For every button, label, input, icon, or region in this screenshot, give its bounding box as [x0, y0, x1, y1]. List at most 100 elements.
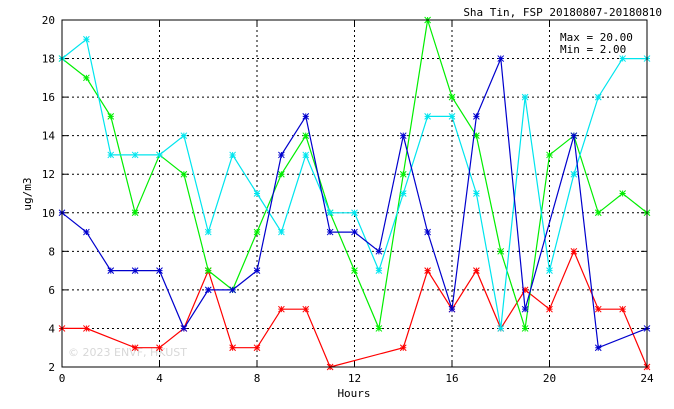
data-point	[375, 325, 383, 332]
data-point	[424, 228, 431, 236]
data-point	[594, 344, 602, 352]
data-point	[278, 151, 285, 159]
data-point	[448, 305, 456, 313]
data-point	[204, 228, 212, 236]
data-point	[229, 151, 236, 159]
series-3	[58, 55, 651, 352]
data-point	[473, 267, 480, 274]
x-tick-label: 16	[445, 372, 458, 385]
plot-frame	[61, 19, 648, 368]
data-point	[302, 151, 310, 159]
data-point	[570, 247, 578, 255]
y-tick-label: 12	[42, 168, 55, 181]
data-point	[278, 228, 285, 236]
data-point	[131, 151, 139, 159]
chart-title: Sha Tin, FSP 20180807-20180810	[463, 6, 662, 19]
data-point	[473, 190, 480, 197]
data-point	[424, 267, 431, 274]
data-point	[399, 132, 407, 140]
watermark: © 2023 ENVF, HKUST	[68, 346, 187, 359]
y-tick-label: 8	[48, 245, 55, 258]
y-tick-label: 4	[48, 322, 55, 335]
data-point	[619, 305, 626, 313]
data-point	[131, 209, 139, 217]
data-point	[180, 325, 188, 332]
data-point	[594, 93, 602, 101]
data-point	[107, 267, 115, 274]
min-label: Min = 2.00	[560, 43, 626, 56]
data-point	[399, 344, 407, 352]
data-point	[326, 209, 334, 217]
data-point	[180, 132, 188, 140]
data-point	[253, 190, 261, 197]
data-point	[107, 113, 115, 120]
y-tick-label: 6	[48, 284, 55, 297]
max-label: Max = 20.00	[560, 31, 633, 44]
data-point	[351, 209, 358, 217]
data-point	[204, 286, 212, 294]
data-point	[448, 113, 456, 120]
data-point	[473, 132, 480, 140]
data-point	[156, 151, 163, 159]
data-point	[594, 305, 602, 313]
y-tick-label: 2	[48, 361, 55, 374]
series-2	[58, 35, 651, 332]
data-point	[253, 228, 261, 236]
series-layer	[58, 16, 651, 371]
data-point	[131, 344, 139, 352]
data-point	[424, 113, 431, 120]
data-point	[278, 305, 285, 313]
data-point	[229, 344, 236, 352]
x-tick-label: 4	[156, 372, 163, 385]
y-tick-label: 10	[42, 207, 55, 220]
series-line	[62, 249, 648, 368]
x-tick-label: 12	[348, 372, 361, 385]
x-tick-label: 8	[254, 372, 261, 385]
data-point	[351, 267, 358, 274]
data-point	[83, 35, 90, 43]
data-point	[180, 170, 188, 178]
data-point	[83, 325, 90, 332]
data-point	[375, 247, 383, 255]
data-point	[253, 267, 261, 274]
data-point	[521, 305, 529, 313]
y-tick-label: 18	[42, 53, 55, 66]
data-point	[521, 93, 529, 101]
y-tick-label: 14	[42, 130, 56, 143]
data-point	[619, 55, 626, 62]
data-point	[156, 267, 163, 274]
data-point	[546, 305, 553, 313]
data-point	[278, 170, 285, 178]
data-point	[473, 113, 480, 120]
data-point	[497, 55, 505, 62]
data-point	[107, 151, 115, 159]
data-point	[375, 267, 383, 274]
y-tick-label: 20	[42, 14, 55, 27]
data-point	[570, 170, 578, 178]
data-point	[204, 267, 212, 274]
data-point	[302, 113, 310, 120]
data-point	[83, 228, 90, 236]
data-point	[83, 74, 90, 82]
grid	[62, 20, 647, 367]
y-axis-title: ug/m3	[21, 177, 34, 210]
data-point	[229, 286, 236, 294]
data-point	[448, 93, 456, 101]
data-point	[399, 170, 407, 178]
data-point	[521, 286, 529, 294]
data-point	[546, 267, 553, 274]
data-point	[253, 344, 261, 352]
data-point	[594, 209, 602, 217]
data-point	[570, 132, 578, 140]
data-point	[497, 325, 505, 332]
data-point	[546, 151, 553, 159]
data-point	[156, 344, 163, 352]
data-point	[351, 228, 358, 236]
x-tick-label: 20	[543, 372, 556, 385]
data-point	[326, 228, 334, 236]
data-point	[619, 190, 626, 197]
data-point	[521, 325, 529, 332]
y-tick-label: 16	[42, 91, 55, 104]
